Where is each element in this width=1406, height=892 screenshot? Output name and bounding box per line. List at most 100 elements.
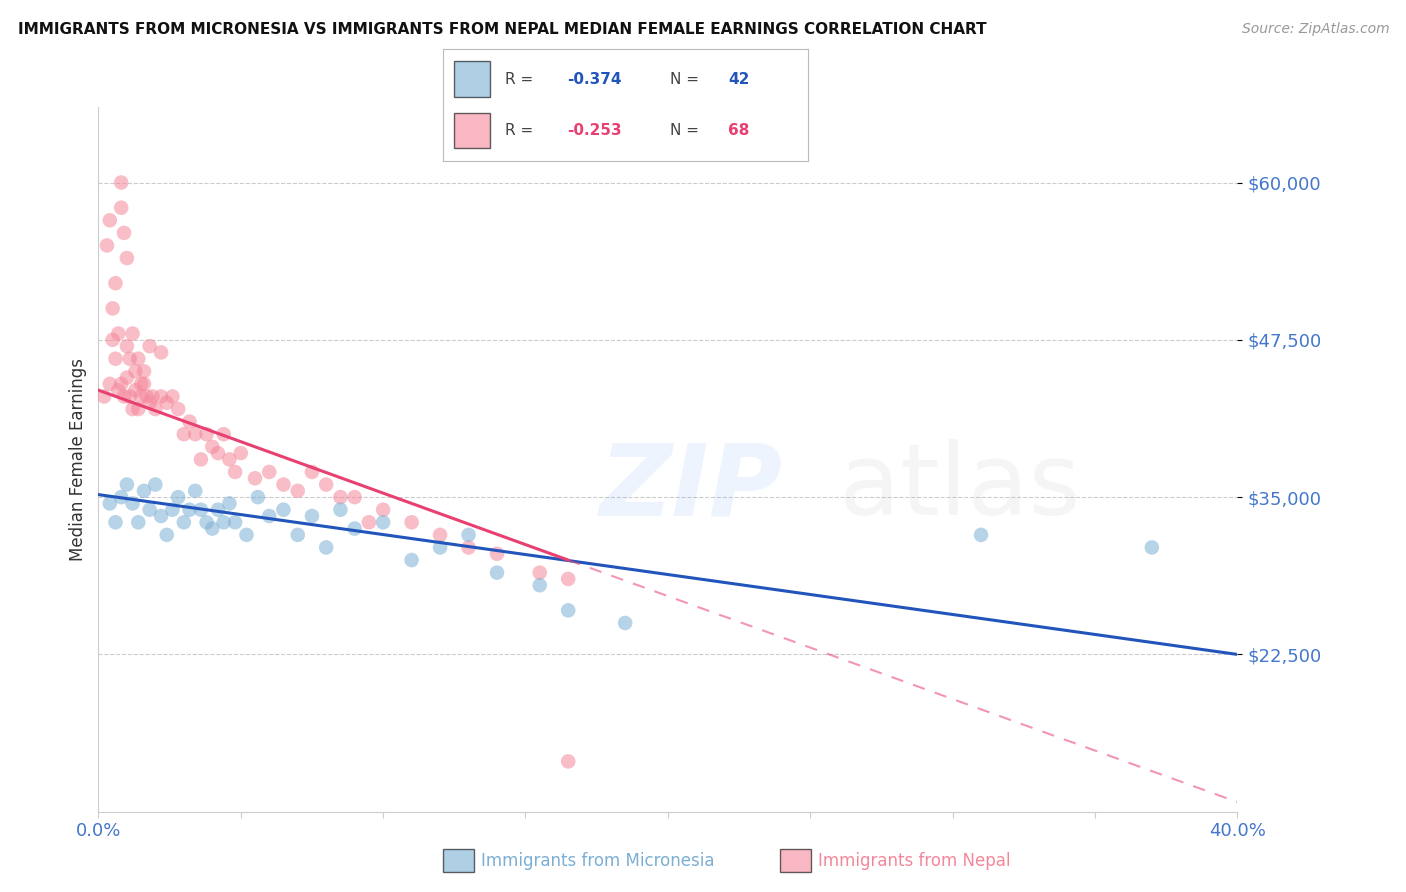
Point (246, 490, 269, 504)
Point (218, 496, 240, 510)
FancyBboxPatch shape (454, 112, 491, 148)
Point (429, 541, 451, 555)
Point (150, 389, 173, 403)
Point (118, 389, 141, 403)
Point (101, 333, 124, 347)
Point (273, 502, 295, 516)
Point (135, 389, 157, 403)
Point (104, 516, 127, 530)
Point (243, 471, 266, 485)
Point (115, 251, 138, 265)
Point (212, 427, 235, 442)
Point (138, 502, 160, 516)
Text: 42: 42 (728, 71, 749, 87)
Point (124, 383, 146, 397)
Point (301, 508, 323, 523)
Point (167, 402, 190, 417)
Point (179, 502, 201, 516)
Point (127, 351, 149, 366)
Point (110, 176, 132, 190)
Point (287, 528, 309, 542)
Point (156, 528, 179, 542)
Point (115, 370, 138, 384)
Point (150, 345, 173, 359)
Text: N =: N = (669, 71, 703, 87)
Text: N =: N = (669, 123, 703, 138)
Point (207, 502, 229, 516)
Point (107, 383, 129, 397)
Point (129, 376, 152, 391)
Text: atlas: atlas (839, 439, 1080, 536)
Point (457, 541, 479, 555)
Point (486, 547, 509, 561)
Text: IMMIGRANTS FROM MICRONESIA VS IMMIGRANTS FROM NEPAL MEDIAN FEMALE EARNINGS CORRE: IMMIGRANTS FROM MICRONESIA VS IMMIGRANTS… (18, 22, 987, 37)
Point (190, 502, 212, 516)
Point (110, 376, 132, 391)
Point (121, 496, 143, 510)
Point (557, 755, 579, 769)
Text: 68: 68 (728, 123, 749, 138)
Point (101, 301, 124, 316)
Point (201, 440, 224, 454)
Point (373, 502, 395, 516)
Point (145, 477, 167, 491)
Point (138, 396, 160, 410)
Point (1140, 541, 1163, 555)
Point (207, 446, 229, 460)
Point (93, 389, 115, 403)
Point (195, 516, 218, 530)
Point (970, 528, 993, 542)
Point (259, 465, 281, 479)
Point (104, 276, 127, 290)
Point (315, 541, 337, 555)
Point (357, 516, 380, 530)
Point (98, 496, 121, 510)
Point (557, 603, 579, 617)
Point (110, 201, 132, 215)
Point (112, 389, 135, 403)
Point (343, 490, 366, 504)
Point (301, 465, 323, 479)
Point (115, 339, 138, 353)
Point (201, 522, 224, 536)
Point (98, 213, 121, 227)
Point (150, 508, 173, 523)
Point (401, 516, 423, 530)
Point (486, 566, 509, 580)
Y-axis label: Median Female Earnings: Median Female Earnings (69, 358, 87, 561)
Point (162, 389, 184, 403)
Point (173, 516, 195, 530)
Point (373, 516, 395, 530)
FancyBboxPatch shape (454, 62, 491, 97)
Point (235, 528, 257, 542)
Point (129, 389, 152, 403)
Text: Source: ZipAtlas.com: Source: ZipAtlas.com (1241, 22, 1389, 37)
Point (156, 396, 179, 410)
Point (132, 376, 155, 391)
Point (121, 402, 143, 417)
Point (218, 452, 240, 467)
Point (212, 516, 235, 530)
Point (224, 465, 246, 479)
Point (110, 490, 132, 504)
Point (124, 364, 146, 378)
Point (457, 528, 479, 542)
Point (259, 508, 281, 523)
Text: R =: R = (505, 123, 538, 138)
Point (557, 572, 579, 586)
Point (529, 566, 551, 580)
Point (115, 477, 138, 491)
Point (96, 238, 118, 252)
Point (104, 351, 127, 366)
Text: Immigrants from Micronesia: Immigrants from Micronesia (481, 852, 714, 870)
Point (329, 490, 352, 504)
Point (179, 415, 201, 429)
Point (529, 578, 551, 592)
Point (173, 427, 195, 442)
Point (329, 502, 352, 516)
Point (184, 483, 207, 498)
Point (112, 226, 135, 240)
Point (614, 615, 637, 630)
Point (401, 553, 423, 567)
Text: ZIP: ZIP (599, 439, 783, 536)
